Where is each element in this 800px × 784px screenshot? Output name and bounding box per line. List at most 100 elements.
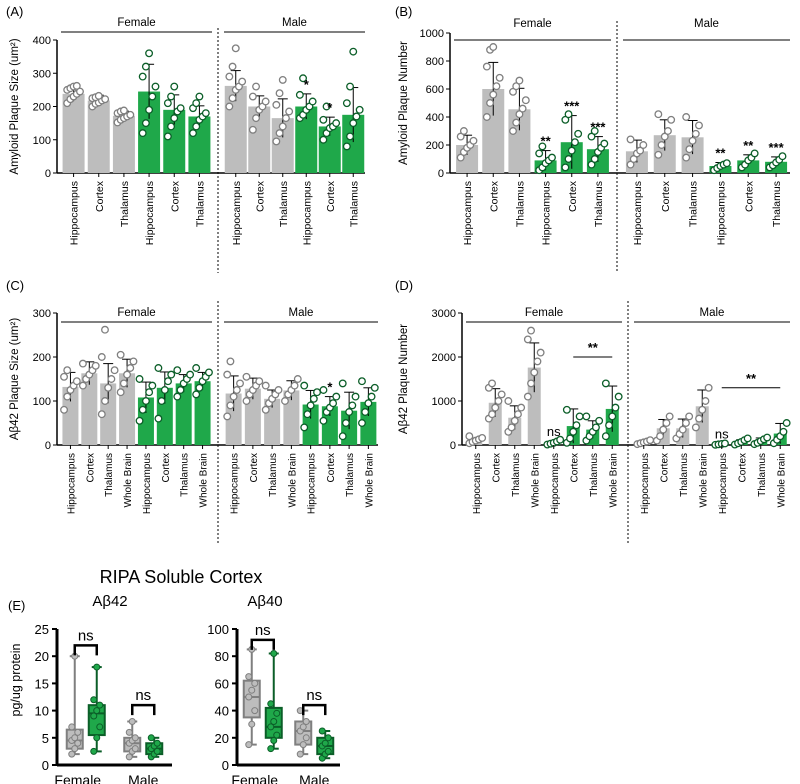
category-label: Male [299, 772, 330, 784]
category-label: Hippocampus [632, 181, 644, 245]
data-point [299, 741, 307, 749]
data-point [722, 159, 731, 168]
data-point [138, 72, 147, 81]
category-label: Thalamus [119, 181, 131, 227]
data-point [90, 712, 98, 720]
data-point [228, 62, 237, 71]
category-label: Cortex [491, 453, 502, 482]
y-tick-label: 200 [33, 102, 51, 114]
data-point [351, 392, 360, 401]
group-label: Female [117, 17, 155, 29]
y-axis-label: Amyloid Plaque Number [398, 41, 410, 165]
data-point [488, 410, 496, 419]
category-label: Whole Brain [123, 453, 134, 507]
category-label: Hippocampus [231, 181, 243, 245]
category-label: Cortex [737, 453, 748, 482]
bar [248, 106, 271, 173]
y-tick-label: 20 [35, 649, 49, 664]
bar [482, 89, 505, 173]
data-point [242, 397, 251, 405]
y-tick-label: 20 [215, 731, 229, 746]
category-label: Male [128, 772, 159, 784]
data-point [145, 388, 154, 397]
data-point [223, 370, 232, 379]
data-point [342, 142, 351, 151]
subplot-1: Aβ40 0 20 40 60 80 100 Female Male ns ns [207, 593, 340, 784]
data-point [459, 127, 468, 135]
data-point [564, 110, 573, 119]
y-tick-label: 400 [33, 35, 51, 47]
data-point [72, 377, 81, 386]
data-point [261, 381, 270, 390]
data-point [510, 416, 519, 425]
data-point [497, 390, 506, 399]
subplot-title: Aβ40 [247, 593, 282, 610]
y-axis-label: Amyloid Plaque Size (um²) [9, 38, 21, 174]
data-point [494, 397, 503, 405]
data-point [478, 434, 487, 442]
y-tick-label: 0 [222, 758, 229, 773]
data-point [590, 155, 599, 163]
significance-label: *** [768, 140, 784, 155]
data-point [685, 412, 694, 421]
data-point [319, 115, 328, 124]
data-point [119, 106, 128, 115]
data-point [361, 408, 370, 416]
data-point [512, 118, 521, 127]
data-point [63, 392, 72, 401]
bracket-label: ns [255, 622, 271, 639]
data-point [252, 82, 260, 91]
data-point [750, 149, 759, 158]
data-point [346, 82, 354, 91]
data-point [341, 419, 350, 427]
data-point [324, 747, 332, 755]
data-point [614, 392, 623, 401]
data-point [567, 146, 576, 155]
data-point [110, 366, 119, 375]
data-point [232, 386, 241, 394]
data-point [564, 155, 573, 163]
data-point [78, 381, 87, 390]
data-point [536, 348, 545, 357]
category-label: Hippocampus [144, 181, 156, 245]
panel-2: (C) 0 100 200 300 Aβ42 Plaque Size (um²) Femal… [6, 278, 379, 545]
category-label: Whole Brain [698, 453, 709, 507]
data-point [267, 723, 275, 731]
data-point [278, 75, 287, 84]
category-label: Cortex [249, 453, 260, 482]
y-tick-label: 800 [426, 56, 444, 68]
data-point [667, 115, 676, 124]
data-point [205, 368, 213, 377]
data-point [370, 383, 379, 392]
data-point [97, 410, 106, 419]
significance-label: *** [564, 99, 580, 114]
y-tick-label: 0 [438, 168, 444, 180]
data-point [763, 433, 772, 442]
data-point [698, 405, 707, 414]
panel-title: RIPA Soluble Cortex [100, 567, 263, 587]
data-point [302, 734, 310, 742]
data-point [548, 153, 556, 162]
data-point [153, 747, 161, 755]
panel-label: (C) [6, 278, 24, 293]
significance-bracket [250, 638, 275, 650]
category-label: Hippocampus [307, 453, 318, 514]
category-label: Female [231, 772, 278, 784]
category-label: Cortex [743, 180, 755, 212]
significance-bracket [131, 703, 156, 716]
data-point [270, 717, 278, 725]
data-point [145, 105, 154, 114]
y-tick-label: 25 [35, 622, 49, 637]
data-point [482, 113, 491, 121]
y-tick-label: 100 [207, 622, 229, 637]
data-point [299, 723, 307, 731]
data-point [465, 432, 474, 441]
data-point [535, 149, 544, 158]
panel-1: (B) 0 200 400 600 800 1000 Amyloid Plaque Numbe… [395, 4, 790, 273]
category-label: Cortex [488, 180, 500, 212]
y-tick-label: 200 [33, 352, 51, 364]
category-label: Hippocampus [640, 453, 651, 514]
y-tick-label: 300 [33, 308, 51, 320]
data-point [605, 421, 613, 430]
category-label: Cortex [569, 453, 580, 482]
